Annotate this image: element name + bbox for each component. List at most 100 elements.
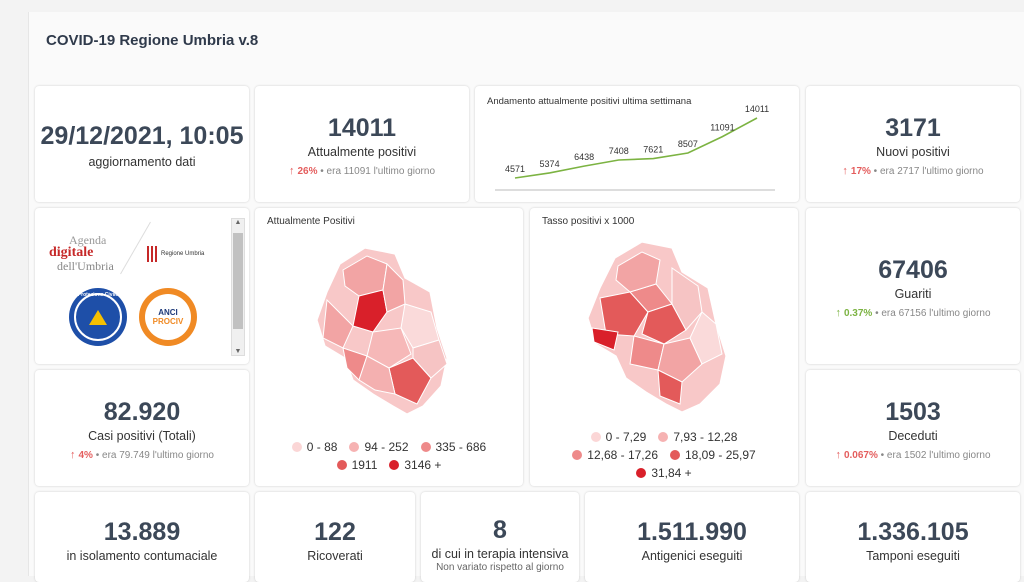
map1-umbria (316, 247, 448, 415)
regione-emblem-icon (147, 246, 157, 262)
trend-data-label: 11091 (710, 123, 734, 133)
tamponi-label: Tamponi eseguiti (866, 549, 960, 563)
antigenici-card: 1.511.990 Antigenici eseguiti (585, 492, 799, 582)
legend-dot-icon (389, 460, 400, 470)
anci-prociv-logo: ANCI PROCIV (139, 288, 197, 346)
legend-label: 0 - 88 (306, 440, 338, 454)
map2-legend-item: 18,09 - 25,97 (670, 448, 756, 462)
arrow-up-icon: ↑ (288, 165, 295, 177)
trend-data-label: 7408 (609, 146, 629, 156)
deceduti-label: Deceduti (888, 429, 938, 443)
map1-legend-item: 94 - 252 (349, 440, 409, 454)
terapia-intensiva-card: 8 di cui in terapia intensiva Non variat… (421, 492, 579, 582)
legend-label: 3146 + (404, 458, 442, 472)
app-title: COVID-19 Regione Umbria v.8 (46, 32, 259, 49)
legend-dot-icon (636, 468, 647, 478)
legend-dot-icon (658, 432, 669, 442)
tamponi-card: 1.336.105 Tamponi eseguiti (806, 492, 1020, 582)
update-card: 29/12/2021, 10:05 aggiornamento dati (35, 86, 249, 202)
legend-label: 94 - 252 (364, 440, 409, 454)
legend-label: 12,68 - 17,26 (587, 448, 658, 462)
attualmente-positivi-delta: ↑ 26% • era 11091 l'ultimo giorno (288, 165, 436, 177)
ricoverati-label: Ricoverati (307, 549, 363, 563)
protezione-triangle-icon (89, 309, 107, 325)
arrow-up-icon: ↑ (835, 449, 841, 461)
trend-line (514, 117, 758, 179)
trend-chart: 4571 5374 6438 7408 7621 8507 11091 14011 (495, 104, 775, 191)
deceduti-card: 1503 Deceduti ↑ 0.067% • era 1502 l'ultim… (806, 370, 1020, 486)
legend-label: 1911 (351, 458, 378, 472)
map1-title: Attualmente Positivi (267, 216, 355, 227)
terapia-intensiva-note: Non variato rispetto al giorno (436, 562, 564, 573)
arrow-up-icon: ↑ (842, 165, 848, 177)
legend-label: 31,84 + (651, 466, 692, 480)
guariti-delta: ↑ 0.37% • era 67156 l'ultimo giorno (835, 307, 991, 319)
map2-umbria (587, 241, 727, 413)
map1-legend-item: 1911 (336, 458, 378, 472)
legend-dot-icon (420, 442, 431, 452)
legend-dot-icon (670, 450, 680, 460)
antigenici-value: 1.511.990 (637, 518, 747, 546)
guariti-card: 67406 Guariti ↑ 0.37% • era 67156 l'ultim… (806, 208, 1020, 364)
ricoverati-card: 122 Ricoverati (255, 492, 415, 582)
update-datetime: 29/12/2021, 10:05 (40, 122, 244, 150)
guariti-label: Guariti (894, 287, 932, 301)
isolamento-value: 13.889 (103, 518, 181, 546)
deceduti-delta: ↑ 0.067% • era 1502 l'ultimo giorno (835, 449, 991, 461)
map1-legend: 0 - 88 94 - 252 335 - 686 1911 3146 + (255, 440, 523, 476)
attualmente-positivi-label: Attualmente positivi (307, 145, 417, 159)
legend-dot-icon (590, 432, 601, 442)
antigenici-label: Antigenici eseguiti (641, 549, 743, 563)
isolamento-label: in isolamento contumaciale (66, 549, 218, 563)
trend-data-label: 7621 (643, 145, 663, 155)
ricoverati-value: 122 (314, 518, 356, 546)
logos-card: Agenda digitale dell'Umbria Regione Umbr… (35, 208, 249, 364)
isolamento-card: 13.889 in isolamento contumaciale (35, 492, 249, 582)
scroll-up-icon[interactable]: ▲ (234, 219, 242, 226)
regione-umbria-logo: Regione Umbria (147, 246, 204, 262)
map2-legend-item: 7,93 - 12,28 (658, 430, 737, 444)
map-attualmente-positivi-card: Attualmente Positivi 0 - 88 94 - 252 335 -… (255, 208, 523, 486)
map2-legend-item: 12,68 - 17,26 (572, 448, 658, 462)
trend-data-label: 5374 (540, 159, 560, 169)
arrow-up-icon: ↑ (70, 449, 76, 461)
legend-dot-icon (291, 442, 302, 452)
logos-scrollbar[interactable]: ▲ ▼ (231, 218, 245, 356)
map1-legend-item: 3146 + (389, 458, 441, 472)
arrow-up-icon: ↑ (835, 307, 841, 319)
attualmente-positivi-value: 14011 (327, 114, 397, 142)
legend-dot-icon (349, 442, 360, 452)
legend-label: 0 - 7,29 (605, 430, 647, 444)
nuovi-positivi-value: 3171 (885, 114, 941, 142)
casi-totali-value: 82.920 (103, 398, 181, 426)
scroll-down-icon[interactable]: ▼ (234, 348, 242, 355)
casi-totali-label: Casi positivi (Totali) (88, 429, 196, 443)
legend-label: 335 - 686 (435, 440, 487, 454)
scroll-thumb[interactable] (233, 233, 243, 329)
map-tasso-positivi-card: Tasso positivi x 1000 0 - 7,29 7,93 - 12,… (530, 208, 798, 486)
deceduti-value: 1503 (885, 398, 941, 426)
tamponi-value: 1.336.105 (857, 518, 969, 546)
map2-legend-item: 31,84 + (636, 466, 692, 480)
casi-totali-delta: ↑ 4% • era 79.749 l'ultimo giorno (70, 449, 214, 461)
guariti-value: 67406 (878, 256, 948, 284)
legend-label: 18,09 - 25,97 (685, 448, 756, 462)
update-label: aggiornamento dati (88, 155, 196, 169)
trend-data-label: 14011 (745, 104, 769, 114)
agenda-digitale-logo: Agenda digitale dell'Umbria (49, 233, 114, 273)
attualmente-positivi-card: 14011 Attualmente positivi ↑ 26% • era 11… (255, 86, 469, 202)
legend-label: 7,93 - 12,28 (673, 430, 738, 444)
map2-legend: 0 - 7,29 7,93 - 12,28 12,68 - 17,26 18,09 … (530, 430, 798, 484)
terapia-intensiva-label: di cui in terapia intensiva (431, 547, 569, 561)
casi-totali-card: 82.920 Casi positivi (Totali) ↑ 4% • era … (35, 370, 249, 486)
map1-legend-item: 0 - 88 (291, 440, 338, 454)
trend-data-label: 4571 (505, 164, 525, 174)
map2-title: Tasso positivi x 1000 (542, 216, 635, 227)
trend-card: Andamento attualmente positivi ultima se… (475, 86, 799, 202)
legend-dot-icon (336, 460, 347, 470)
trend-data-label: 8507 (678, 139, 698, 149)
nuovi-positivi-label: Nuovi positivi (876, 145, 950, 159)
terapia-intensiva-value: 8 (493, 516, 507, 544)
map2-legend-item: 0 - 7,29 (590, 430, 647, 444)
nuovi-positivi-card: 3171 Nuovi positivi ↑ 17% • era 2717 l'ul… (806, 86, 1020, 202)
